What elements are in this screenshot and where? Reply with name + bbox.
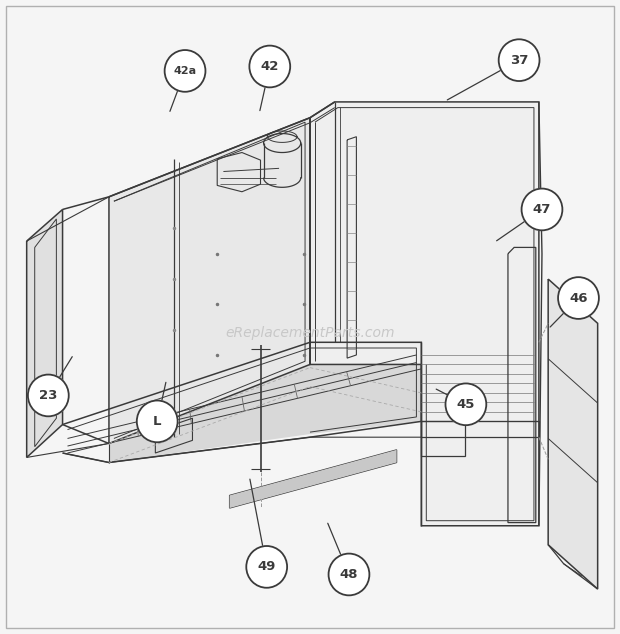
Circle shape	[558, 277, 599, 319]
Text: 48: 48	[340, 568, 358, 581]
Polygon shape	[27, 209, 63, 458]
Text: 45: 45	[457, 398, 475, 411]
Circle shape	[28, 375, 69, 417]
Circle shape	[446, 384, 486, 425]
Circle shape	[498, 39, 539, 81]
Polygon shape	[548, 279, 598, 589]
Text: 47: 47	[533, 203, 551, 216]
Text: 42a: 42a	[174, 66, 197, 76]
Polygon shape	[109, 118, 310, 444]
Polygon shape	[310, 102, 539, 526]
Circle shape	[137, 401, 177, 443]
Polygon shape	[229, 450, 397, 508]
Polygon shape	[109, 365, 422, 462]
Text: 42: 42	[260, 60, 279, 73]
Circle shape	[165, 50, 205, 92]
Text: eReplacementParts.com: eReplacementParts.com	[225, 326, 395, 340]
Circle shape	[329, 553, 370, 595]
Text: 23: 23	[39, 389, 58, 402]
Circle shape	[249, 46, 290, 87]
Circle shape	[521, 188, 562, 230]
Text: 37: 37	[510, 54, 528, 67]
Text: 49: 49	[257, 560, 276, 573]
Circle shape	[246, 546, 287, 588]
Text: 46: 46	[569, 292, 588, 304]
Text: L: L	[153, 415, 161, 428]
